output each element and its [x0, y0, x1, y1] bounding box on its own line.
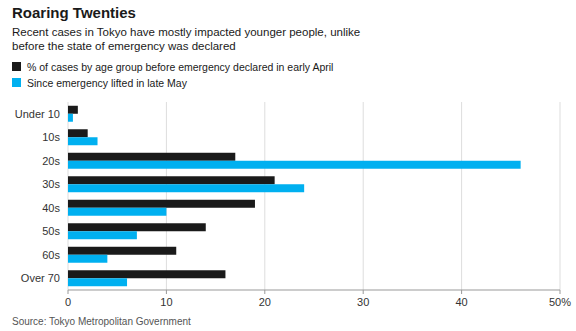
subtitle: Recent cases in Tokyo have mostly impact… — [12, 26, 360, 52]
category-label: 50s — [42, 225, 60, 237]
bar — [68, 247, 176, 255]
annotation: Source: Tokyo Metropolitan Government — [12, 316, 191, 327]
tick-label: 30 — [357, 296, 369, 308]
legend: % of cases by age group before emergency… — [12, 61, 333, 89]
tick-label: 20 — [259, 296, 271, 308]
tick-mark — [68, 290, 69, 294]
x-axis: 0 10 20 30 40 50% — [65, 290, 571, 308]
tick-label: 50% — [549, 296, 571, 308]
category-label: Over 70 — [21, 272, 60, 284]
tick-mark — [363, 290, 364, 294]
bar — [68, 270, 225, 278]
grid-line — [363, 102, 364, 290]
legend-swatch — [12, 62, 21, 71]
tick-label: 0 — [65, 296, 71, 308]
bar — [68, 176, 275, 184]
legend-label: % of cases by age group before emergency… — [27, 61, 333, 73]
tick-label: 10 — [160, 296, 172, 308]
tick-label: 40 — [455, 296, 467, 308]
bar — [68, 223, 206, 231]
legend-swatch — [12, 78, 21, 87]
grid-line — [264, 102, 265, 290]
category-label: 40s — [42, 202, 60, 214]
grid-line — [166, 102, 167, 290]
tick-mark — [166, 290, 167, 294]
bar — [68, 231, 137, 239]
legend-label: Since emergency lifted in late May — [27, 77, 188, 89]
bar — [68, 106, 78, 114]
category-label: 10s — [42, 131, 60, 143]
category-label: 60s — [42, 249, 60, 261]
bar — [68, 184, 304, 192]
subtitle-line: before the state of emergency was declar… — [12, 40, 236, 52]
bar — [68, 114, 73, 122]
tick-mark — [264, 290, 265, 294]
bar — [68, 129, 88, 137]
bar — [68, 208, 166, 216]
grid — [68, 102, 560, 290]
tick-mark — [560, 290, 561, 294]
category-label: 20s — [42, 155, 60, 167]
tick-mark — [461, 290, 462, 294]
bar — [68, 200, 255, 208]
category-label: Under 10 — [15, 108, 60, 120]
bar — [68, 161, 521, 169]
subtitle-line: Recent cases in Tokyo have mostly impact… — [12, 26, 360, 38]
bar — [68, 153, 235, 161]
bar — [68, 137, 98, 145]
bars — [68, 106, 521, 286]
bar — [68, 255, 107, 263]
axis-line — [68, 290, 560, 291]
grid-line — [560, 102, 561, 290]
title: Roaring Twenties — [12, 4, 136, 21]
category-label: 30s — [42, 178, 60, 190]
y-axis: Under 10 10s 20s 30s 40s 50s 60s Over 70 — [15, 108, 61, 285]
grid-line — [461, 102, 462, 290]
chart: Roaring Twenties Recent cases in Tokyo ha… — [0, 0, 576, 331]
bar — [68, 278, 127, 286]
